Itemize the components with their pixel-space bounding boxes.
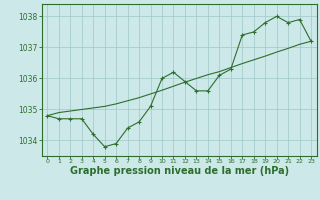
X-axis label: Graphe pression niveau de la mer (hPa): Graphe pression niveau de la mer (hPa) xyxy=(70,166,289,176)
